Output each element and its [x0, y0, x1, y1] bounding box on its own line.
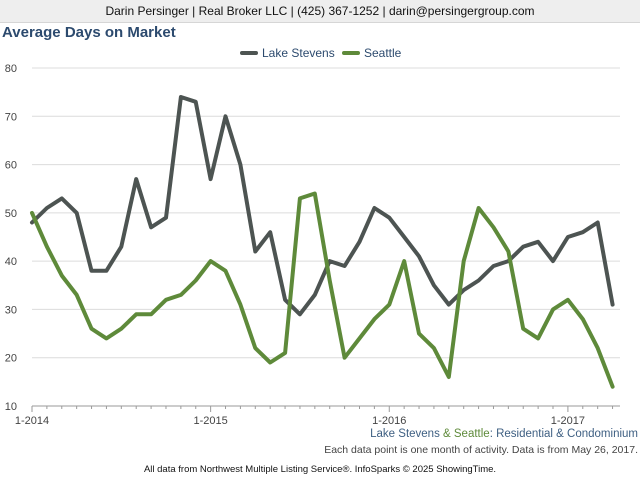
caption-suffix: : Residential & Condominium — [489, 428, 638, 440]
y-tick-label-20: 20 — [5, 353, 17, 365]
caption-seattle: Seattle — [453, 428, 490, 440]
legend-label-seattle: Seattle — [364, 46, 402, 60]
y-tick-label-60: 60 — [5, 160, 17, 172]
y-tick-label-30: 30 — [5, 304, 17, 316]
caption-amp: & — [439, 428, 454, 440]
chart-title: Average Days on Market — [2, 24, 176, 41]
y-tick-label-10: 10 — [5, 401, 17, 413]
y-tick-label-70: 70 — [5, 111, 17, 123]
series-line-seattle — [30, 191, 615, 389]
data-note: Each data point is one month of activity… — [324, 444, 638, 456]
legend-label-lake-stevens: Lake Stevens — [262, 46, 335, 60]
y-tick-label-80: 80 — [5, 63, 17, 75]
contact-header: Darin Persinger | Real Broker LLC | (425… — [0, 0, 640, 23]
y-tick-label-40: 40 — [5, 256, 17, 268]
y-tick-label-50: 50 — [5, 208, 17, 220]
x-tick-label-1-2017: 1-2017 — [551, 415, 585, 427]
x-tick-label-1-2016: 1-2016 — [372, 415, 406, 427]
caption-lake-stevens: Lake Stevens — [370, 428, 440, 440]
x-tick-label-1-2014: 1-2014 — [15, 415, 49, 427]
series-caption: Lake Stevens & Seattle: Residential & Co… — [370, 428, 638, 440]
series-line-lake-stevens — [30, 95, 615, 317]
x-tick-label-1-2015: 1-2015 — [194, 415, 228, 427]
data-source: All data from Northwest Multiple Listing… — [143, 464, 497, 475]
